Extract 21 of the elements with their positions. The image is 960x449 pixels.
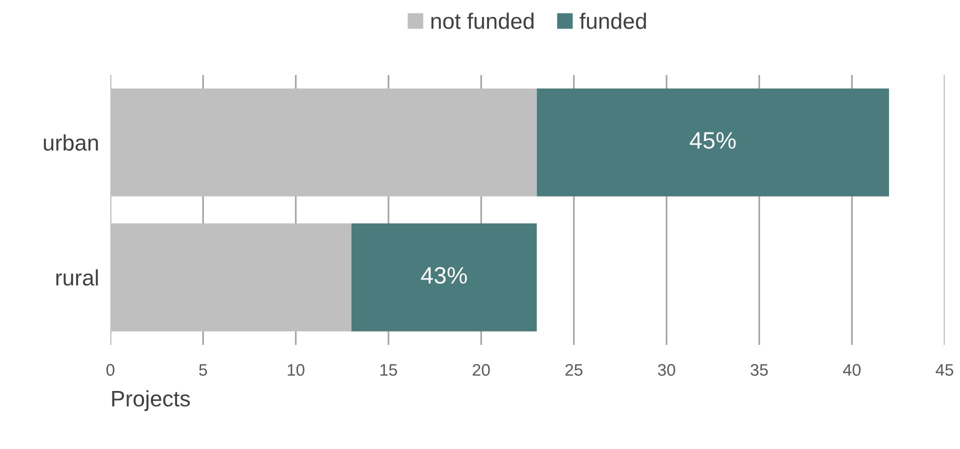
bar [110, 88, 537, 196]
bar [536, 88, 890, 196]
x-tick-label: 5 [199, 364, 208, 376]
x-tick-label: 0 [106, 364, 114, 376]
bar [110, 223, 352, 332]
x-tick-label: 20 [472, 364, 490, 376]
legend-label: funded [580, 12, 646, 30]
x-tick-label: 10 [288, 364, 304, 376]
legend-label: not funded [431, 12, 534, 30]
x-tick-label: 25 [565, 364, 582, 376]
x-tick-label: 45 [936, 364, 954, 376]
x-tick-label: 40 [843, 364, 861, 376]
y-tick-label: rural [56, 269, 98, 286]
x-tick-label: 35 [750, 364, 768, 376]
x-axis-title: Projects [112, 390, 190, 411]
x-tick-label: 30 [658, 364, 676, 376]
x-tick-label: 15 [380, 364, 398, 376]
y-tick-label: urban [44, 134, 98, 151]
annotation: 45% [690, 132, 736, 149]
bar [351, 223, 537, 332]
annotation: 43% [421, 266, 467, 284]
